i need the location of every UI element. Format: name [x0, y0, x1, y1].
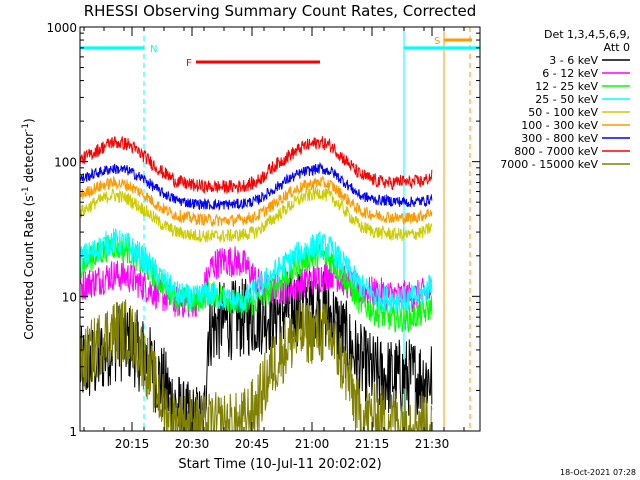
y-tick-label: 10	[62, 290, 77, 304]
annotation-label-S: S	[434, 36, 440, 47]
x-tick-label: 21:30	[415, 437, 450, 451]
annotation-label-F: F	[186, 58, 192, 69]
legend-entry-label: 800 - 7000 keV	[514, 145, 598, 158]
legend-entry-label: 50 - 100 keV	[528, 106, 598, 119]
series-line-4	[80, 186, 433, 243]
legend-header-line: Att 0	[604, 41, 630, 54]
y-axis-label-main: Corrected Count Rate (s	[22, 195, 36, 339]
series-layer	[80, 135, 433, 431]
y-axis: 1 10 100 1000	[46, 21, 480, 439]
y-axis-label-sup2: -1	[21, 123, 31, 132]
x-tick-label: 20:45	[235, 437, 270, 451]
x-tick-label: 21:15	[355, 437, 390, 451]
y-axis-label: Corrected Count Rate (s-1 detector-1)	[21, 118, 36, 339]
y-axis-label-mid: detector	[22, 132, 36, 187]
y-tick-label: 1000	[46, 21, 77, 35]
plot-frame	[79, 26, 481, 432]
legend-entry-label: 12 - 25 keV	[535, 80, 598, 93]
legend-header-line: Det 1,3,4,5,6,9,	[544, 28, 630, 41]
chart-title: RHESSI Observing Summary Count Rates, Co…	[84, 2, 477, 20]
x-tick-label: 21:00	[295, 437, 330, 451]
y-axis-label-end: )	[22, 118, 36, 123]
legend-entry-label: 300 - 800 keV	[521, 132, 598, 145]
series-line-5	[80, 175, 433, 228]
legend-entry-label: 7000 - 15000 keV	[500, 158, 598, 171]
series-line-0	[80, 268, 433, 431]
legend-entry-label: 25 - 50 keV	[535, 93, 598, 106]
series-line-6	[80, 161, 433, 212]
x-tick-label: 20:30	[175, 437, 210, 451]
series-line-1	[80, 246, 433, 318]
series-line-7	[80, 135, 433, 195]
series-line-8	[80, 298, 433, 431]
series-line-3	[80, 228, 433, 314]
legend-entry-label: 100 - 300 keV	[521, 119, 598, 132]
x-tick-label: 20:15	[115, 437, 150, 451]
y-tick-label: 100	[54, 156, 77, 170]
annotation-layer: N F S	[80, 36, 480, 69]
x-axis: 20:15 20:30 20:45 21:00 21:15 21:30	[83, 27, 465, 451]
legend-entry-label: 3 - 6 keV	[549, 54, 598, 67]
legend-entry-label: 6 - 12 keV	[542, 67, 598, 80]
footer-date: 18-Oct-2021 07:28	[560, 468, 636, 477]
y-tick-label: 1	[69, 425, 77, 439]
annotation-label-N: N	[150, 44, 157, 55]
x-axis-label: Start Time (10-Jul-11 20:02:02)	[178, 457, 381, 472]
y-axis-label-sup1: -1	[21, 186, 31, 195]
